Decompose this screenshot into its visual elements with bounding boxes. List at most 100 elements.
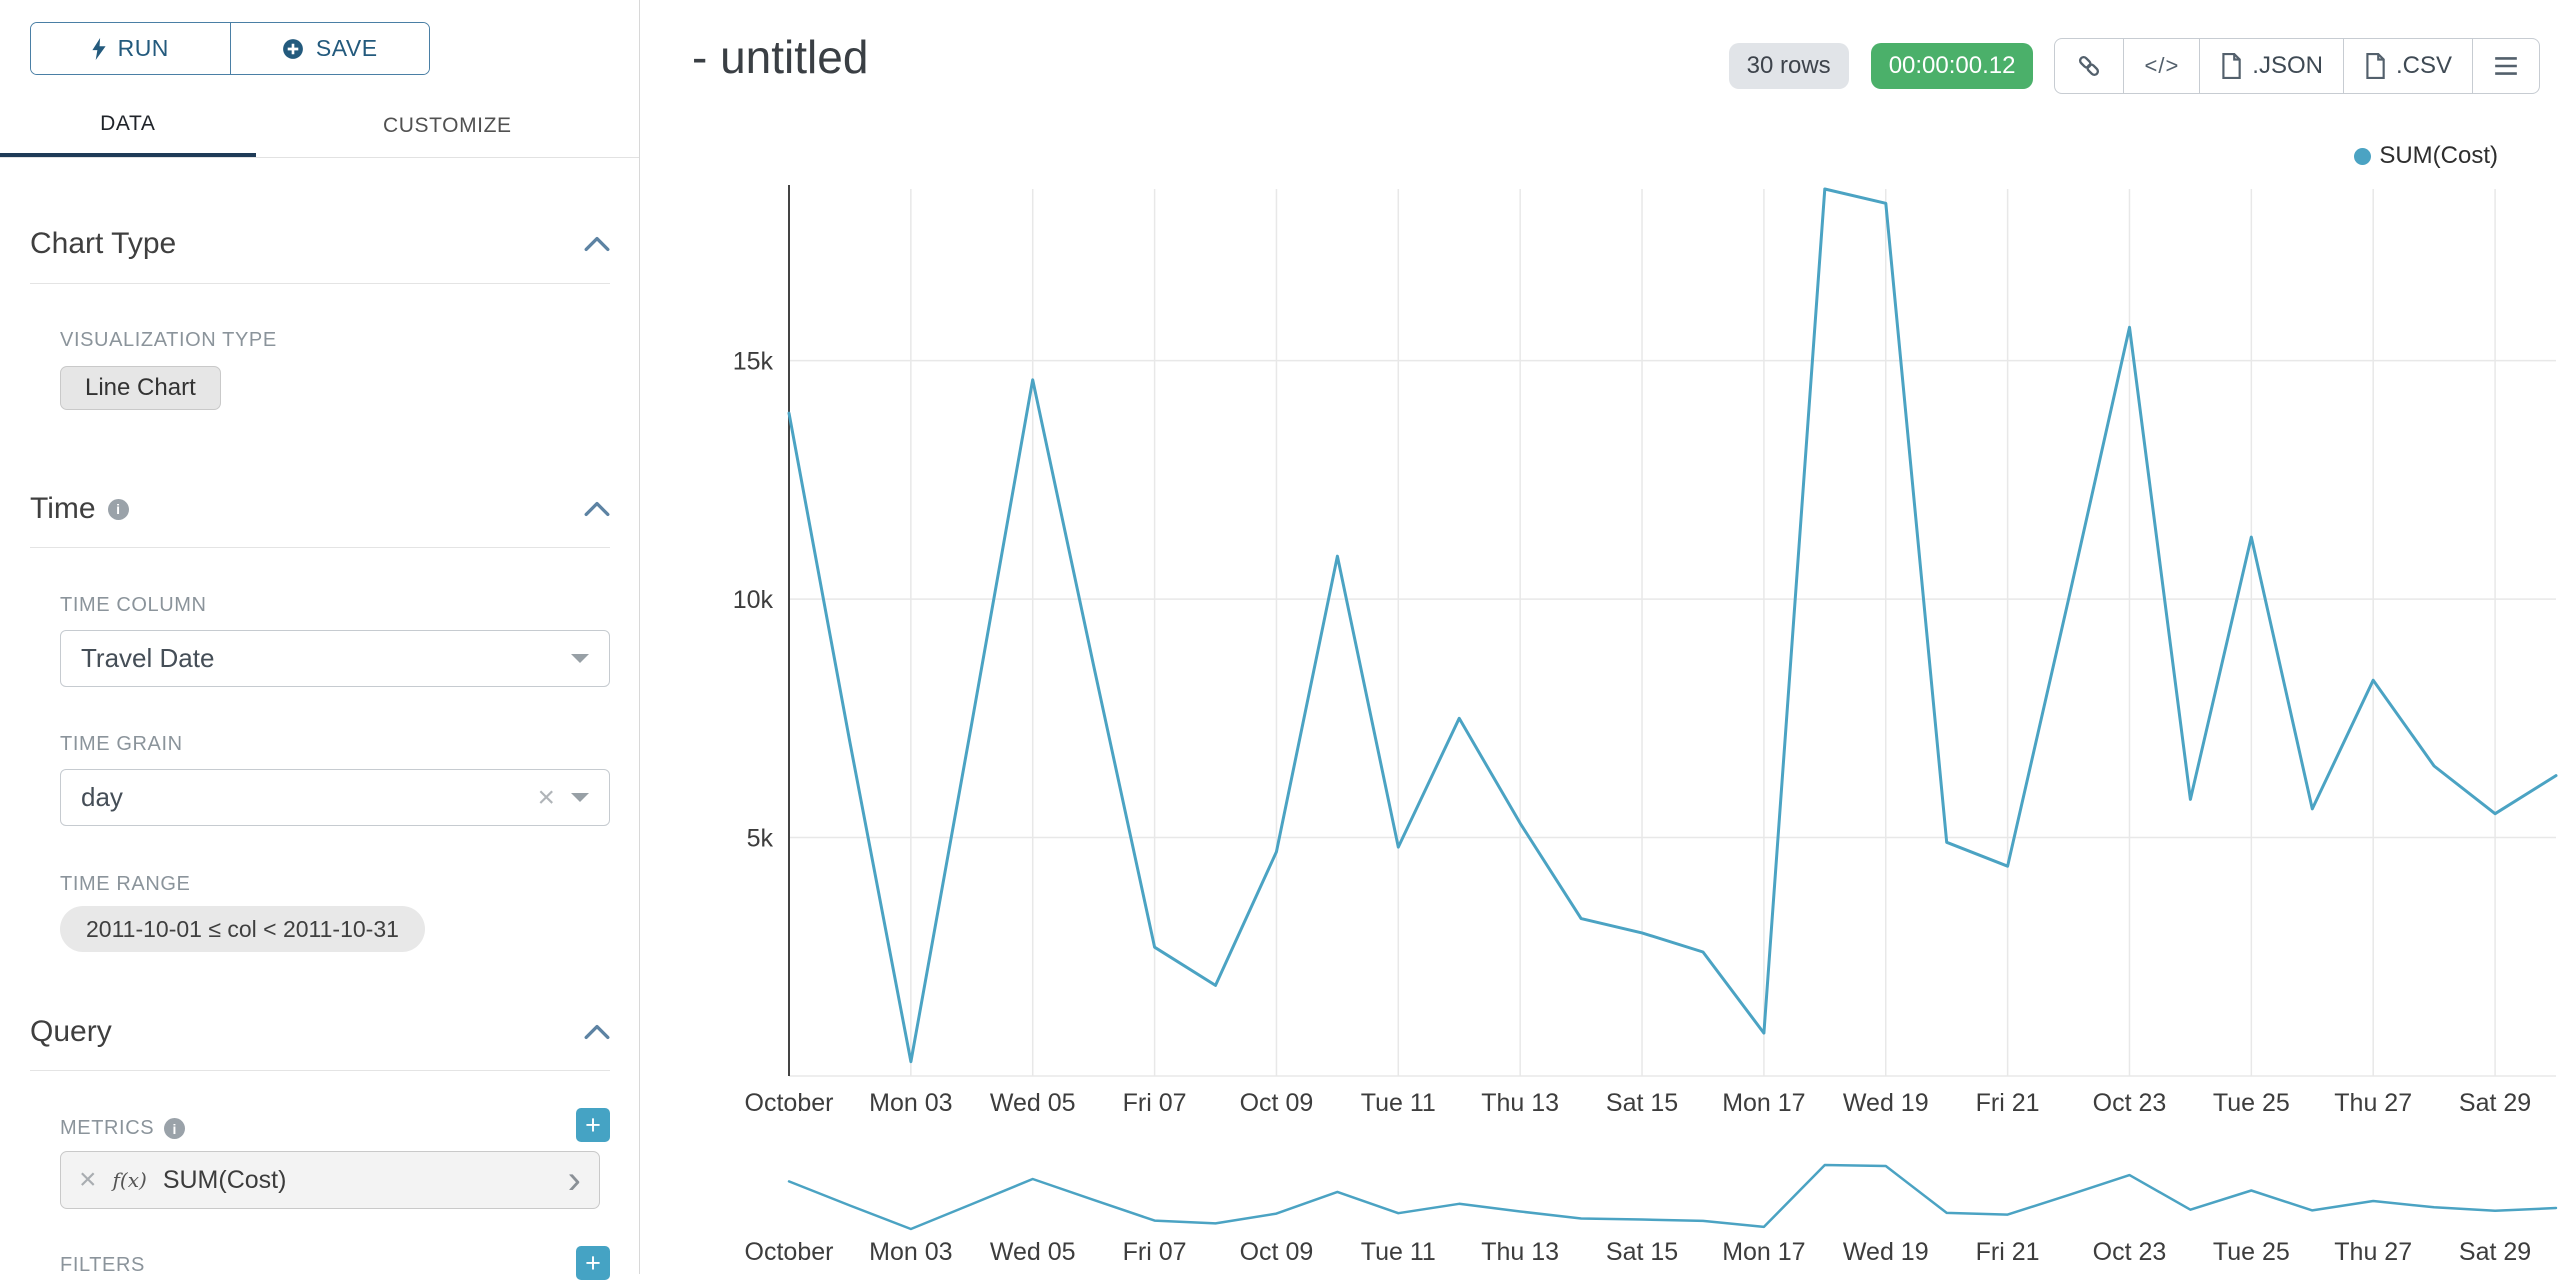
svg-text:Fri 21: Fri 21 [1976,1238,2040,1266]
svg-text:Thu 13: Thu 13 [1481,1089,1559,1117]
svg-text:Tue 11: Tue 11 [1361,1089,1436,1117]
svg-text:Oct 09: Oct 09 [1240,1238,1314,1266]
time-grain-label-text: TIME GRAIN [60,733,183,755]
time-range-label: TIME RANGE [60,873,190,896]
run-save-button-group: RUN SAVE [30,22,430,75]
export-csv-button[interactable]: .CSV [2342,38,2473,94]
main-line-chart: 5k 10k 15k October Mon 03 Wed 05 Fri 07 Oct 09 T… [733,185,2558,1117]
svg-text:Tue 25: Tue 25 [2213,1238,2290,1266]
menu-button[interactable] [2472,38,2540,94]
function-icon: f(x) [112,1168,147,1192]
save-button[interactable]: SAVE [230,23,429,74]
add-metric-button[interactable]: + [576,1108,610,1142]
circle-plus-icon [283,38,303,59]
time-range-button[interactable]: 2011-10-01 ≤ col < 2011-10-31 [60,906,425,952]
export-json-label: .JSON [2252,52,2323,79]
svg-text:Mon 17: Mon 17 [1722,1089,1805,1117]
section-time-header[interactable]: Time i [30,489,610,529]
query-timer-badge: 00:00:00.12 [1870,43,2034,89]
svg-text:Oct 09: Oct 09 [1240,1089,1314,1117]
filters-label-text: FILTERS [60,1254,145,1276]
chevron-right-icon[interactable]: › [567,1158,581,1202]
hamburger-menu-icon [2495,57,2517,75]
svg-text:5k: 5k [747,825,774,853]
svg-text:Sat 15: Sat 15 [1606,1238,1678,1266]
chart-title[interactable]: - untitled [692,31,869,83]
time-grain-select[interactable]: day × [60,769,610,826]
panel-tabs: DATA CUSTOMIZE [0,95,639,158]
time-grain-label: TIME GRAIN [60,733,183,756]
svg-text:Tue 11: Tue 11 [1361,1238,1436,1266]
divider [30,283,610,284]
caret-down-icon [571,793,589,802]
chevron-up-icon [584,501,610,517]
info-icon: i [164,1118,186,1139]
legend[interactable]: SUM(Cost) [2354,142,2498,170]
control-panel: RUN SAVE DATA CUSTOMIZE Chart Type VISUA… [0,0,640,1280]
svg-text:15k: 15k [733,348,774,376]
section-chart-type-header[interactable]: Chart Type [30,224,610,264]
visualization-type-button[interactable]: Line Chart [60,366,221,410]
svg-text:Thu 13: Thu 13 [1481,1238,1559,1266]
embed-code-button[interactable]: </> [2123,38,2201,94]
svg-text:Wed 19: Wed 19 [1843,1238,1929,1266]
filters-label: FILTERS [60,1254,145,1277]
metrics-label: METRICS i [60,1117,186,1140]
visualization-type-label-text: VISUALIZATION TYPE [60,329,277,351]
svg-text:Tue 25: Tue 25 [2213,1089,2290,1117]
svg-text:Mon 03: Mon 03 [869,1238,952,1266]
run-button-label: RUN [117,35,169,61]
time-column-select[interactable]: Travel Date [60,630,610,687]
section-query-title: Query [30,1015,112,1048]
remove-metric-icon[interactable]: × [79,1163,97,1196]
divider [30,547,610,548]
svg-text:Thu 27: Thu 27 [2334,1238,2412,1266]
svg-text:Sat 29: Sat 29 [2459,1089,2531,1117]
svg-text:Wed 05: Wed 05 [990,1089,1076,1117]
svg-text:10k: 10k [733,586,774,614]
tab-data[interactable]: DATA [0,95,256,157]
clear-icon[interactable]: × [537,780,555,814]
time-column-label: TIME COLUMN [60,594,207,617]
svg-text:Mon 03: Mon 03 [869,1089,952,1117]
caret-down-icon [571,654,589,663]
time-column-label-text: TIME COLUMN [60,594,207,616]
info-icon: i [107,498,129,520]
tab-customize[interactable]: CUSTOMIZE [382,114,512,137]
metric-token[interactable]: × f(x) SUM(Cost) › [60,1151,600,1209]
svg-text:Fri 07: Fri 07 [1123,1089,1187,1117]
svg-text:Fri 07: Fri 07 [1123,1238,1187,1266]
chevron-up-icon [584,1024,610,1040]
add-filter-button[interactable]: + [576,1246,610,1280]
svg-text:Fri 21: Fri 21 [1976,1089,2040,1117]
section-time-title: Time [30,492,96,525]
export-csv-label: .CSV [2395,52,2452,79]
share-link-button[interactable] [2054,38,2125,94]
code-icon: </> [2144,53,2180,78]
lightning-icon [91,37,106,60]
metrics-label-text: METRICS [60,1117,155,1139]
section-query-header[interactable]: Query [30,1012,610,1052]
svg-text:Sat 15: Sat 15 [1606,1089,1678,1117]
svg-text:Oct 23: Oct 23 [2093,1089,2167,1117]
export-json-button[interactable]: .JSON [2199,38,2344,94]
context-brush-chart[interactable]: October Mon 03 Wed 05 Fri 07 Oct 09 Tue 11 Thu… [640,1140,2576,1274]
svg-text:Thu 27: Thu 27 [2334,1089,2412,1117]
time-grain-value: day [81,782,123,812]
section-chart-type-title: Chart Type [30,227,177,260]
svg-text:Oct 23: Oct 23 [2093,1238,2167,1266]
legend-label: SUM(Cost) [2379,142,2498,169]
time-column-value: Travel Date [81,643,215,673]
file-icon [2222,53,2242,79]
svg-text:Wed 05: Wed 05 [990,1238,1076,1266]
file-icon [2366,53,2385,79]
metric-label: SUM(Cost) [162,1165,287,1194]
visualization-type-label: VISUALIZATION TYPE [60,329,277,352]
run-button[interactable]: RUN [31,23,231,74]
svg-text:October: October [745,1089,834,1117]
svg-text:Sat 29: Sat 29 [2459,1238,2531,1266]
time-range-label-text: TIME RANGE [60,873,191,895]
legend-dot [2354,147,2372,165]
chevron-up-icon [584,236,610,252]
link-icon [2079,55,2100,77]
